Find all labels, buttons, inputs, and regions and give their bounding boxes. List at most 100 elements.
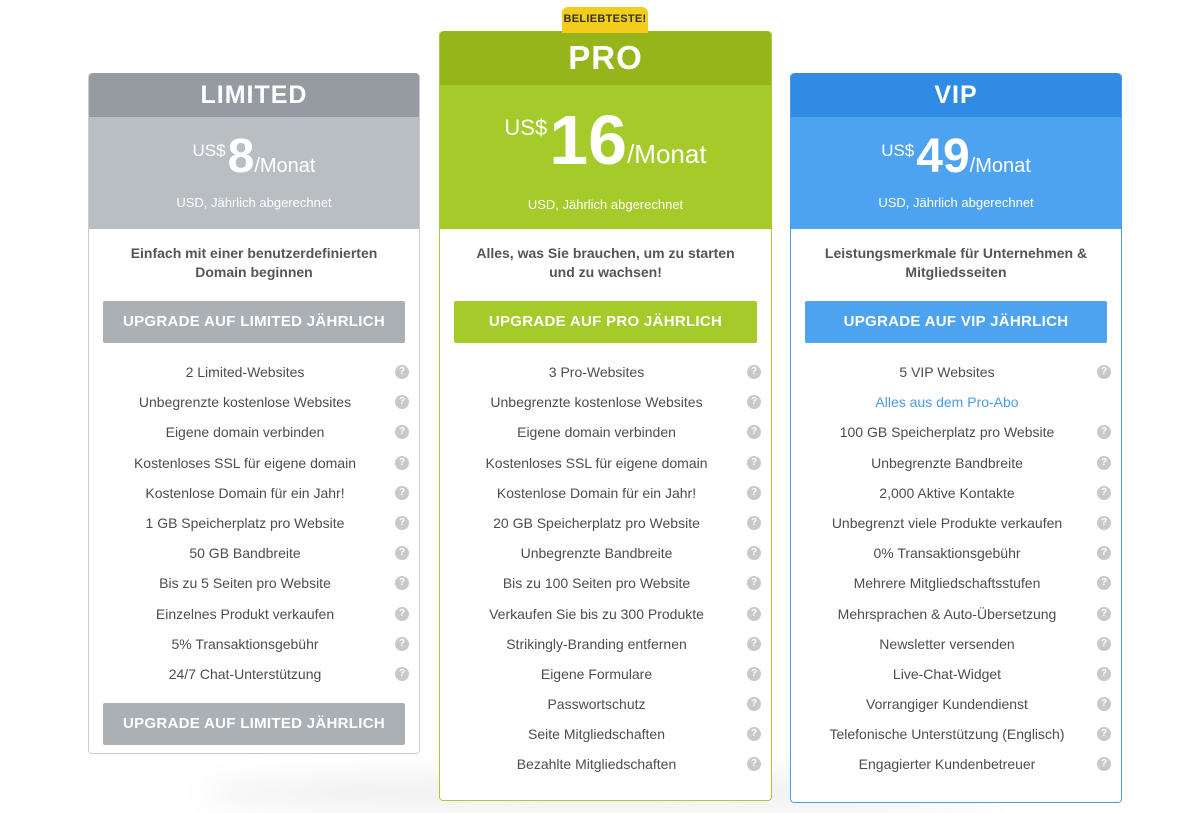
question-circle-icon[interactable]: ? <box>395 425 409 440</box>
question-circle-icon[interactable]: ? <box>1097 606 1111 621</box>
feature-label: 2,000 Aktive Kontakte <box>879 484 1015 501</box>
question-circle-icon[interactable]: ? <box>1097 485 1111 500</box>
question-circle-icon[interactable]: ? <box>747 697 761 712</box>
feature-label: Mehrere Mitgliedschaftsstufen <box>853 575 1041 592</box>
question-circle-icon[interactable]: ? <box>747 455 761 470</box>
question-circle-icon[interactable]: ? <box>747 546 761 561</box>
question-circle-icon[interactable]: ? <box>395 636 409 651</box>
question-circle-icon[interactable]: ? <box>395 606 409 621</box>
price-box: US$ 49 /Monat USD, Jährlich abgerechnet <box>791 117 1121 229</box>
feature-label: Bezahlte Mitgliedschaften <box>516 756 677 773</box>
feature-label: 5 VIP Websites <box>899 364 995 380</box>
feature-item: Unbegrenzt viele Produkte verkaufen? <box>791 508 1121 538</box>
feature-item: Engagierter Kundenbetreuer? <box>791 749 1121 779</box>
question-circle-icon[interactable]: ? <box>1097 697 1111 712</box>
price-currency: US$ <box>192 141 226 160</box>
question-circle-icon[interactable]: ? <box>395 395 409 410</box>
question-circle-icon[interactable]: ? <box>395 576 409 591</box>
feature-label: Kostenloses SSL für eigene domain <box>133 454 357 471</box>
feature-item: Mehrsprachen & Auto-Übersetzung? <box>791 599 1121 629</box>
question-circle-icon[interactable]: ? <box>747 666 761 681</box>
question-circle-icon[interactable]: ? <box>395 365 409 379</box>
feature-item: Vorrangiger Kundendienst? <box>791 689 1121 719</box>
question-circle-icon[interactable]: ? <box>747 515 761 530</box>
price-box: US$ 16 /Monat USD, Jährlich abgerechnet <box>440 85 771 229</box>
question-circle-icon[interactable]: ? <box>747 757 761 772</box>
question-circle-icon[interactable]: ? <box>1097 666 1111 681</box>
question-circle-icon[interactable]: ? <box>395 515 409 530</box>
feature-item: 24/7 Chat-Unterstützung? <box>89 659 419 689</box>
price-currency: US$ <box>504 115 548 140</box>
billing-note: USD, Jährlich abgerechnet <box>176 195 332 210</box>
question-circle-icon[interactable]: ? <box>747 395 761 410</box>
feature-list: 5 VIP Websites? Alles aus dem Pro-Abo 100 … <box>791 357 1121 780</box>
feature-label: 20 GB Speicherplatz pro Website <box>493 514 700 531</box>
feature-label: Telefonische Unterstützung (Englisch) <box>829 726 1065 743</box>
feature-label: 3 Pro-Websites <box>548 364 645 380</box>
feature-label: 50 GB Bandbreite <box>189 545 301 562</box>
question-circle-icon[interactable]: ? <box>747 425 761 440</box>
feature-item: Verkaufen Sie bis zu 300 Produkte? <box>440 599 771 629</box>
feature-item: Alles aus dem Pro-Abo <box>791 387 1121 417</box>
question-circle-icon[interactable]: ? <box>747 727 761 742</box>
question-circle-icon[interactable]: ? <box>1097 576 1111 591</box>
question-circle-icon[interactable]: ? <box>1097 425 1111 440</box>
plan-card-limited: LIMITED US$ 8 /Monat USD, Jährlich abger… <box>88 73 420 754</box>
feature-label: 100 GB Speicherplatz pro Website <box>839 424 1055 441</box>
feature-label: Kostenlose Domain für ein Jahr! <box>496 484 697 501</box>
feature-item: Passwortschutz? <box>440 689 771 719</box>
plan-card-vip: VIP US$ 49 /Monat USD, Jährlich abgerech… <box>790 73 1122 803</box>
feature-item: Kostenlose Domain für ein Jahr!? <box>89 478 419 508</box>
feature-label: Bis zu 100 Seiten pro Website <box>502 575 691 592</box>
feature-label: Strikingly-Branding entfernen <box>506 635 687 652</box>
feature-item: Eigene domain verbinden? <box>89 417 419 447</box>
question-circle-icon[interactable]: ? <box>1097 757 1111 772</box>
question-circle-icon[interactable]: ? <box>395 666 409 681</box>
question-circle-icon[interactable]: ? <box>747 576 761 591</box>
question-circle-icon[interactable]: ? <box>1097 727 1111 742</box>
plan-title: LIMITED <box>89 73 419 117</box>
question-circle-icon[interactable]: ? <box>1097 515 1111 530</box>
feature-item: Eigene Formulare? <box>440 659 771 689</box>
feature-label: Kostenloses SSL für eigene domain <box>485 454 708 471</box>
feature-item: Unbegrenzte kostenlose Websites? <box>440 387 771 417</box>
feature-item: 2 Limited-Websites? <box>89 357 419 387</box>
feature-link[interactable]: Alles aus dem Pro-Abo <box>875 394 1019 411</box>
feature-label: Newsletter versenden <box>879 635 1015 652</box>
price-period: /Monat <box>627 139 707 169</box>
feature-label: Vorrangiger Kundendienst <box>866 696 1028 713</box>
upgrade-limited-button[interactable]: UPGRADE AUF LIMITED JÄHRLICH <box>103 301 405 343</box>
upgrade-limited-bottom-button[interactable]: UPGRADE AUF LIMITED JÄHRLICH <box>103 703 405 746</box>
question-circle-icon[interactable]: ? <box>395 546 409 561</box>
plan-description: Einfach mit einer benutzerdefinierten Do… <box>130 245 378 280</box>
billing-note: USD, Jährlich abgerechnet <box>878 195 1034 210</box>
question-circle-icon[interactable]: ? <box>1097 636 1111 651</box>
feature-label: Unbegrenzte kostenlose Websites <box>490 394 703 411</box>
question-circle-icon[interactable]: ? <box>747 606 761 621</box>
feature-item: 3 Pro-Websites? <box>440 357 771 387</box>
question-circle-icon[interactable]: ? <box>395 485 409 500</box>
upgrade-vip-button[interactable]: UPGRADE AUF VIP JÄHRLICH <box>805 301 1107 343</box>
plan-title: PRO <box>440 31 771 85</box>
feature-item: 2,000 Aktive Kontakte? <box>791 478 1121 508</box>
feature-label: 5% Transaktionsgebühr <box>171 635 319 652</box>
feature-label: 24/7 Chat-Unterstützung <box>168 665 322 682</box>
plan-title: VIP <box>791 73 1121 117</box>
billing-note: USD, Jährlich abgerechnet <box>527 197 684 212</box>
question-circle-icon[interactable]: ? <box>747 485 761 500</box>
question-circle-icon[interactable]: ? <box>747 365 761 379</box>
upgrade-pro-button[interactable]: UPGRADE AUF PRO JÄHRLICH <box>454 301 757 343</box>
feature-item: 5% Transaktionsgebühr? <box>89 629 419 659</box>
question-circle-icon[interactable]: ? <box>747 636 761 651</box>
feature-label: Kostenlose Domain für ein Jahr! <box>145 484 345 501</box>
question-circle-icon[interactable]: ? <box>1097 546 1111 561</box>
price-currency: US$ <box>881 141 915 160</box>
feature-item: Einzelnes Produkt verkaufen? <box>89 599 419 629</box>
question-circle-icon[interactable]: ? <box>1097 455 1111 470</box>
question-circle-icon[interactable]: ? <box>395 455 409 470</box>
question-circle-icon[interactable]: ? <box>1097 365 1111 379</box>
price-line: US$ 49 /Monat <box>791 117 1121 189</box>
feature-label: Unbegrenzte Bandbreite <box>520 545 673 562</box>
feature-label: Verkaufen Sie bis zu 300 Produkte <box>489 605 704 622</box>
price-period: /Monat <box>254 155 316 177</box>
